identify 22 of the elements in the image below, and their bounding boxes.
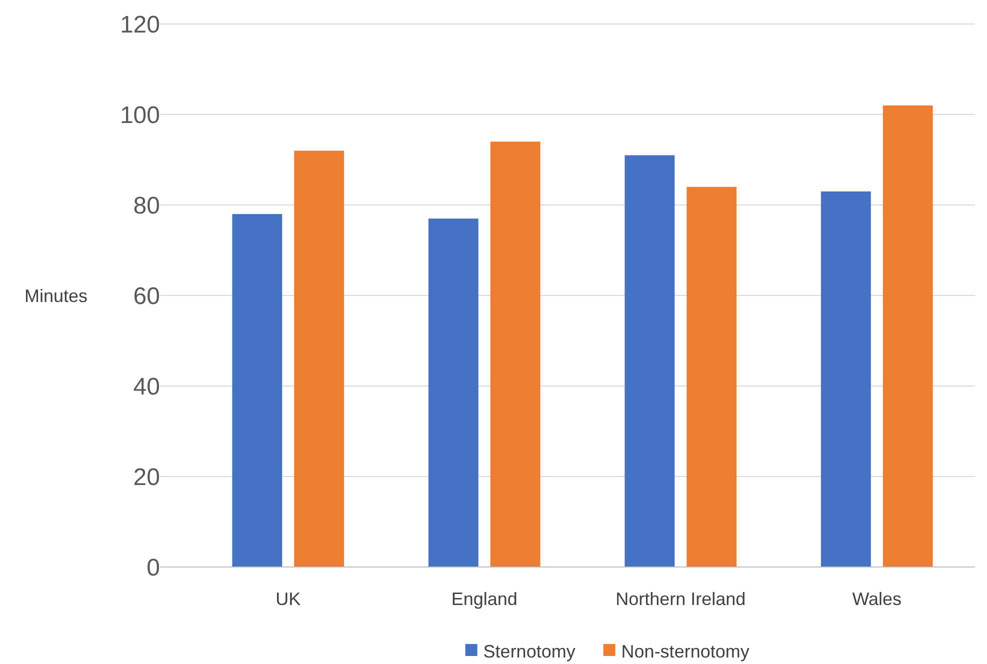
y-axis-title: Minutes: [24, 286, 88, 306]
y-tick-label: 0: [146, 554, 160, 582]
bar: [624, 155, 675, 567]
legend-label: Non-sternotomy: [621, 641, 750, 662]
y-tick-label: 60: [133, 282, 160, 310]
x-tick-label: Northern Ireland: [616, 589, 746, 609]
legend-label: Sternotomy: [483, 641, 576, 662]
x-tick-label: Wales: [852, 589, 902, 609]
bar: [294, 150, 344, 567]
bar: [428, 218, 478, 567]
bar: [490, 142, 540, 567]
bar: [882, 105, 933, 567]
y-tick-label: 120: [120, 11, 160, 38]
y-tick-label: 20: [133, 464, 160, 491]
x-tick-label: England: [451, 589, 518, 609]
x-tick-label: UK: [276, 589, 301, 609]
y-tick-label: 80: [133, 192, 160, 220]
y-tick-label: 40: [133, 373, 160, 400]
bar: [820, 191, 871, 567]
y-tick-label: 100: [120, 102, 160, 129]
bar: [686, 186, 737, 567]
bar: [232, 214, 282, 567]
